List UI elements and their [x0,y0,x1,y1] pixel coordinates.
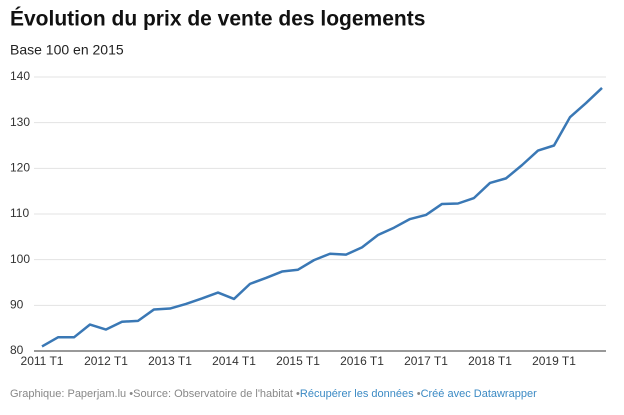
x-tick-label: 2017 T1 [404,354,448,368]
y-tick-label: 130 [10,115,30,129]
x-tick-label: 2019 T1 [532,354,576,368]
source: Source: Observatoire de l'habitat [126,388,293,400]
y-tick-label: 100 [10,252,30,266]
y-tick-label: 140 [10,69,30,83]
x-tick-label: 2012 T1 [84,354,128,368]
y-tick-label: 80 [10,343,24,357]
y-tick-label: 90 [10,298,24,312]
chart: Évolution du prix de vente des logements… [10,8,606,368]
credit: Graphique: Paperjam.lu [10,388,127,400]
x-tick-label: 2013 T1 [148,354,192,368]
y-tick-label: 110 [10,206,29,220]
chart-title: Évolution du prix de vente des logements [10,8,425,31]
x-tick-label: 2016 T1 [340,354,384,368]
datawrapper-link[interactable]: Créé avec Datawrapper [414,388,537,400]
chart-subtitle: Base 100 en 2015 [10,42,124,58]
x-tick-label: 2011 T1 [21,354,64,368]
footer: Graphique: Paperjam.luSource: Observatoi… [10,388,537,400]
x-tick-label: 2014 T1 [212,354,256,368]
x-tick-label: 2015 T1 [276,354,320,368]
y-tick-label: 120 [10,161,30,175]
x-tick-label: 2018 T1 [468,354,512,368]
line [41,87,603,348]
download-link[interactable]: Récupérer les données [293,388,414,400]
